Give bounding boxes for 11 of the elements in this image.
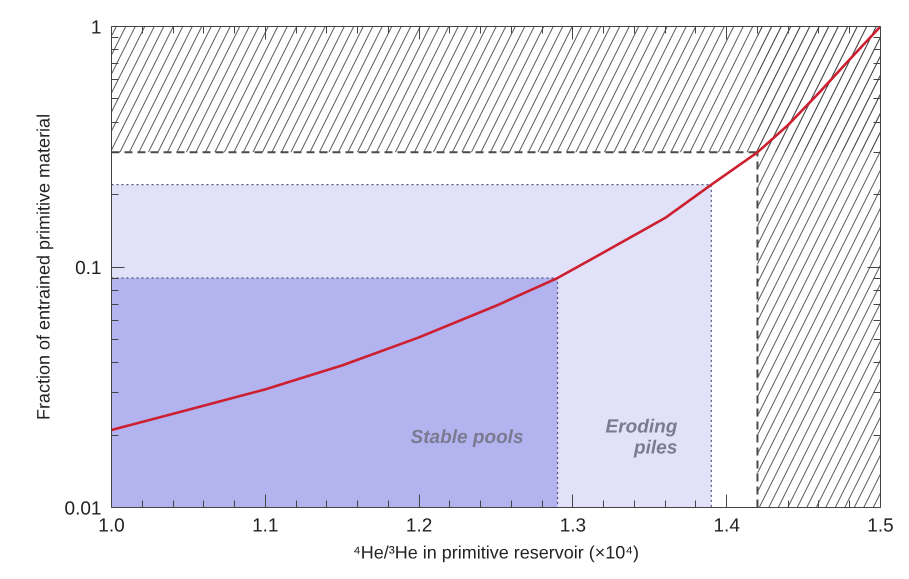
x-axis-title: ⁴He/³He in primitive reservoir (×10⁴)	[352, 542, 640, 562]
series-label: Eroding piles	[606, 416, 678, 458]
x-tick-label: 1.4	[713, 516, 740, 536]
series-label: Stable pools	[410, 427, 524, 448]
y-tick-label: 0.1	[75, 258, 102, 279]
x-tick-label: 1.5	[867, 516, 894, 536]
x-tick-label: 1.3	[560, 516, 586, 536]
y-tick-label: 1	[90, 18, 102, 38]
y-axis-title: Fraction of entrained primitive material	[34, 114, 54, 420]
x-tick-label: 1.2	[406, 516, 432, 536]
x-tick-label: 1.1	[252, 516, 279, 536]
